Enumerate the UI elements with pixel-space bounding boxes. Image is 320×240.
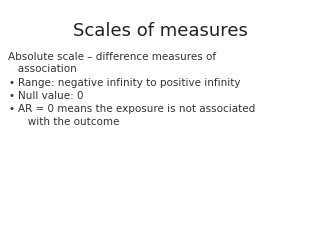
Text: Null value: 0: Null value: 0 xyxy=(18,91,84,101)
Text: •: • xyxy=(8,104,14,114)
Text: Absolute scale – difference measures of: Absolute scale – difference measures of xyxy=(8,52,216,62)
Text: AR = 0 means the exposure is not associated
   with the outcome: AR = 0 means the exposure is not associa… xyxy=(18,104,255,127)
Text: •: • xyxy=(8,78,14,88)
Text: association: association xyxy=(8,64,77,74)
Text: Range: negative infinity to positive infinity: Range: negative infinity to positive inf… xyxy=(18,78,241,88)
Text: Scales of measures: Scales of measures xyxy=(73,22,247,40)
Text: •: • xyxy=(8,91,14,101)
